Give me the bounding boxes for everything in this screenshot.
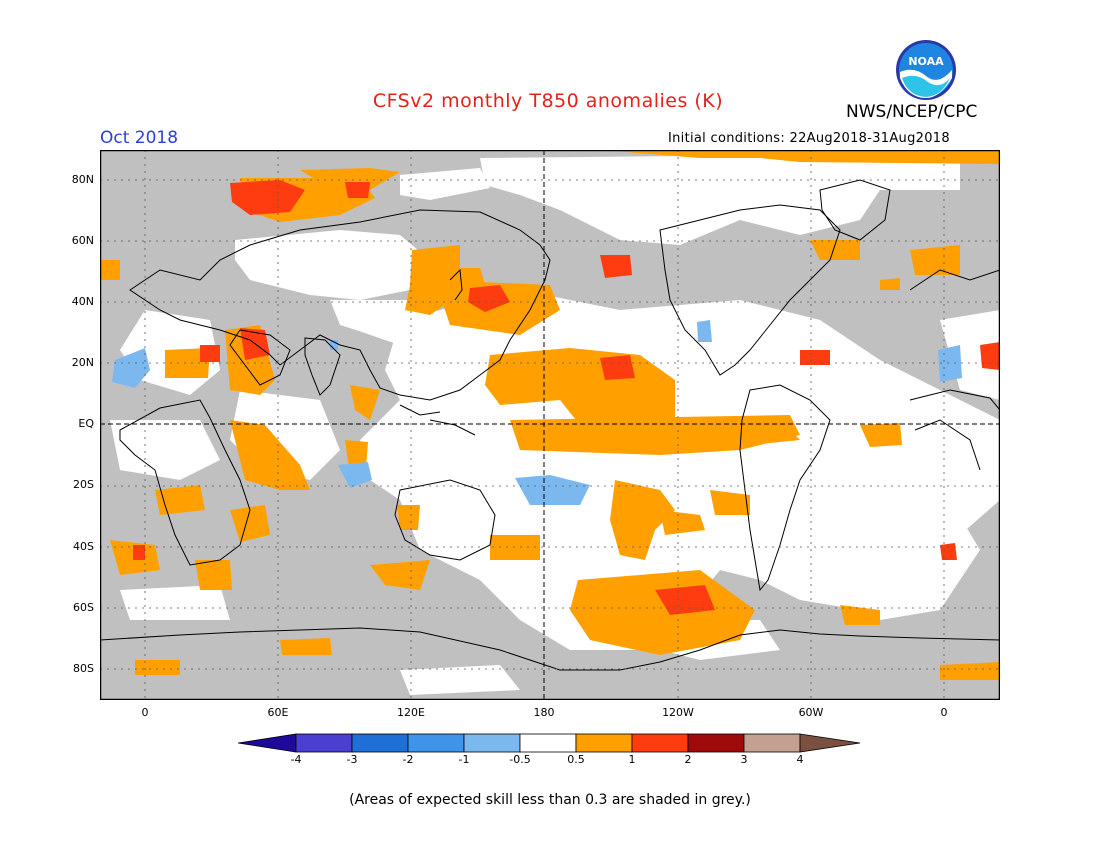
- colorbar-arrow-left: [238, 733, 297, 753]
- colorbar-label: 4: [796, 753, 804, 766]
- colorbar-label: 2: [684, 753, 692, 766]
- cool-anomaly-0.5-1: [112, 320, 962, 505]
- lon-label-120e: 120E: [397, 706, 425, 719]
- skill-footnote: (Areas of expected skill less than 0.3 a…: [349, 792, 751, 808]
- colorbar-label: -3: [346, 753, 358, 766]
- map-title: CFSv2 monthly T850 anomalies (K): [372, 90, 724, 112]
- lon-label-180: 180: [533, 706, 555, 719]
- lat-label-40s: 40S: [73, 540, 94, 553]
- noaa-logo: NOAA: [896, 40, 956, 100]
- initial-conditions: Initial conditions: 22Aug2018-31Aug2018: [668, 131, 950, 146]
- map-frame: [100, 150, 1000, 700]
- lon-label-60w: 60W: [798, 706, 824, 719]
- colorbar-label: -2: [402, 753, 414, 766]
- lat-label-20s: 20S: [73, 478, 94, 491]
- coastlines: [100, 179, 1000, 671]
- colorbar-label: -1: [458, 753, 470, 766]
- agency-label: NWS/NCEP/CPC: [846, 102, 978, 122]
- lat-label-40n: 40N: [71, 295, 94, 308]
- colorbar-label: 3: [740, 753, 748, 766]
- lat-label-eq: EQ: [78, 417, 94, 430]
- lon-label-0-left: 0: [141, 706, 149, 719]
- colorbar-label: -0.5: [509, 753, 531, 766]
- anomaly-map: [100, 150, 1000, 700]
- lon-label-60e: 60E: [267, 706, 289, 719]
- noaa-logo-text: NOAA: [908, 55, 944, 68]
- lon-label-120w: 120W: [662, 706, 694, 719]
- forecast-month: Oct 2018: [100, 128, 179, 148]
- lon-label-0-right: 0: [940, 706, 948, 719]
- colorbar: [238, 733, 861, 753]
- graticule: [100, 150, 1000, 700]
- colorbar-label: -4: [290, 753, 302, 766]
- colorbar-arrow-right: [799, 733, 861, 753]
- colorbar-label: 1: [628, 753, 636, 766]
- lat-label-80n: 80N: [71, 173, 94, 186]
- lat-label-60n: 60N: [71, 234, 94, 247]
- colorbar-label: 0.5: [567, 753, 585, 766]
- equator-dateline: [100, 150, 1000, 700]
- lat-label-60s: 60S: [73, 601, 94, 614]
- lat-label-20n: 20N: [71, 356, 94, 369]
- lat-label-80s: 80S: [73, 662, 94, 675]
